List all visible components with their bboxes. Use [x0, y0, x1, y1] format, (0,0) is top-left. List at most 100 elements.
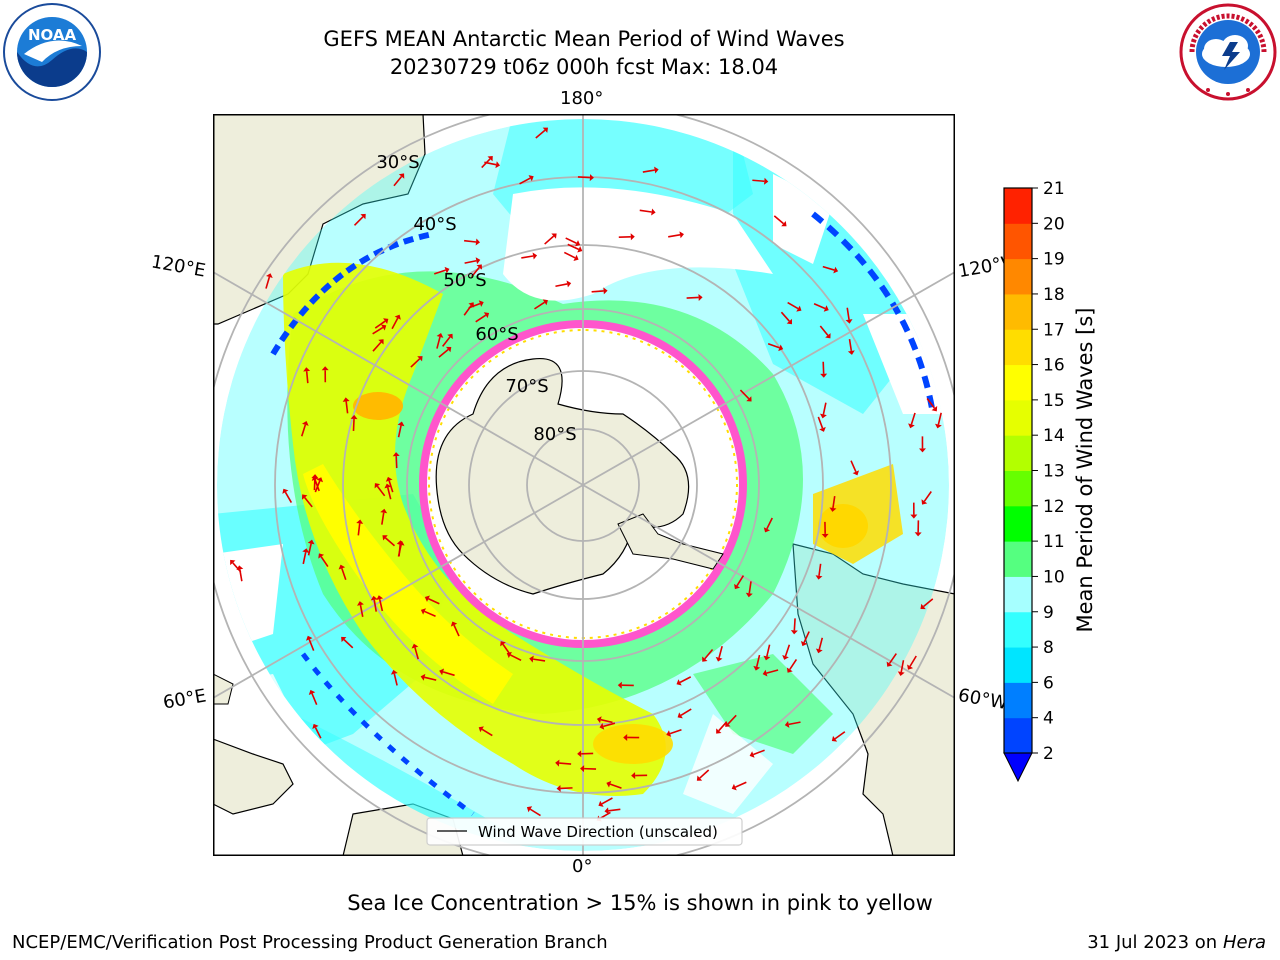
wind-wave-arrow [731, 781, 747, 791]
wind-wave-arrow [307, 539, 315, 556]
wind-wave-arrow [702, 649, 714, 662]
sea-ice-note: Sea Ice Concentration > 15% is shown in … [347, 891, 933, 915]
colorbar-tick-label: 6 [1043, 673, 1054, 693]
wind-wave-arrow [342, 397, 350, 414]
wind-wave-arrow [821, 521, 829, 538]
footer-machine: Hera [1222, 932, 1266, 953]
wind-wave-arrow [230, 559, 242, 573]
wind-wave-arrow [372, 339, 384, 352]
wind-wave-arrow [908, 412, 916, 429]
wind-wave-arrow [623, 733, 640, 741]
wind-wave-arrow [529, 655, 546, 663]
antarctic-peninsula [617, 513, 724, 570]
legend-label: Wind Wave Direction (unscaled) [478, 823, 718, 841]
colorbar-tick-label: 4 [1043, 709, 1054, 729]
wind-wave-arrow [438, 346, 452, 358]
wind-wave-arrow [382, 535, 396, 547]
wind-wave-arrow [850, 460, 860, 476]
colorbar-tick-label: 21 [1043, 180, 1065, 199]
wind-wave-arrow [787, 301, 802, 312]
wind-wave-arrow [914, 520, 922, 537]
wind-wave-arrow [773, 215, 787, 227]
wind-wave-arrow [478, 726, 493, 737]
wind-wave-arrow [897, 660, 905, 676]
footer-date: 31 Jul 2023 on [1087, 932, 1223, 953]
wind-wave-arrow [385, 476, 394, 493]
colorbar-tick-label: 20 [1043, 214, 1065, 234]
colorbar-segment [1004, 647, 1032, 683]
wind-wave-arrow [556, 784, 573, 792]
lon-label-120e: 120°E [149, 251, 208, 282]
wind-wave-arrow [815, 637, 824, 654]
wind-wave-arrow [767, 342, 784, 352]
colorbar-segment [1004, 717, 1032, 754]
colorbar-tick-label: 9 [1043, 603, 1054, 623]
wind-wave-arrow [506, 651, 522, 662]
colorbar-tick-label: 11 [1043, 532, 1065, 552]
wind-wave-arrow [820, 361, 828, 378]
colorbar: 2 4 6 8 9 10 11 12 13 14 15 16 17 18 19 20 21 [1003, 180, 1065, 783]
lat-label-60s: 60°S [475, 324, 518, 345]
wind-wave-arrow [910, 502, 918, 519]
colorbar-tick-label: 8 [1043, 638, 1054, 658]
wind-wave-arrow [397, 421, 405, 438]
wind-wave-arrow [321, 366, 329, 383]
colorbar-segment [1004, 470, 1032, 507]
wind-wave-arrow [642, 166, 659, 174]
wind-wave-arrow [813, 303, 829, 312]
wind-wave-arrow [519, 175, 534, 185]
wind-wave-arrow [410, 356, 423, 368]
colorbar-tick-label: 13 [1043, 462, 1065, 482]
wind-wave-arrow [749, 749, 765, 758]
wind-wave-arrow [464, 238, 481, 246]
colorbar-tick-label: 16 [1043, 356, 1065, 376]
wind-wave-arrow [752, 177, 769, 185]
colorbar-segment [1004, 576, 1032, 613]
wind-wave-arrow [696, 769, 710, 781]
wind-wave-arrow [353, 213, 366, 226]
wind-wave-arrow [577, 750, 594, 758]
lon-label-180: 180° [560, 88, 604, 109]
colorbar-segment [1004, 611, 1032, 648]
wind-wave-arrow [350, 414, 358, 431]
wind-wave-arrow [596, 716, 613, 724]
wind-wave-arrow [763, 644, 771, 661]
wind-wave-arrow [308, 689, 318, 705]
wind-wave-arrow [819, 325, 831, 339]
polar-map: 30°S 40°S 50°S 60°S 70°S 80°S Wind Wave … [213, 114, 955, 856]
colorbar-tick-label: 14 [1043, 426, 1065, 446]
wind-wave-arrow [822, 265, 839, 274]
wind-wave-arrow [374, 483, 386, 497]
wind-wave-arrow [565, 237, 581, 247]
wind-wave-arrow [817, 416, 826, 432]
colorbar-tick-label: 10 [1043, 567, 1065, 587]
wind-wave-arrow [800, 631, 810, 647]
wind-wave-arrow [677, 708, 692, 719]
wind-wave-arrow [392, 452, 400, 469]
wind-wave-arrow [468, 300, 484, 309]
wind-wave-arrow [763, 517, 773, 533]
colorbar-segment [1004, 682, 1032, 719]
wind-wave-arrow [577, 174, 594, 182]
wind-wave-arrow [886, 653, 897, 667]
wind-wave-arrow [780, 311, 792, 325]
wind-wave-arrow [784, 720, 801, 728]
wind-wave-arrow [424, 595, 440, 605]
colorbar-segment [1004, 223, 1032, 260]
wind-wave-arrow [639, 208, 656, 216]
wind-wave-arrow [555, 280, 572, 288]
wind-wave-arrow [819, 402, 827, 419]
wind-wave-arrow [829, 495, 837, 512]
wind-wave-arrow [544, 233, 557, 245]
wind-wave-arrow [393, 173, 405, 187]
wind-wave-arrow [926, 398, 938, 412]
wind-wave-arrow [563, 251, 579, 261]
map-frame [213, 114, 955, 856]
wind-wave-arrow [921, 491, 932, 505]
footer-right: 31 Jul 2023 on Hera [1087, 932, 1266, 953]
wind-wave-arrow [500, 641, 511, 655]
wind-wave-arrow [356, 519, 364, 536]
colorbar-segment [1004, 293, 1032, 330]
colorbar-tick-label: 19 [1043, 250, 1065, 270]
wind-wave-arrow [686, 293, 703, 301]
